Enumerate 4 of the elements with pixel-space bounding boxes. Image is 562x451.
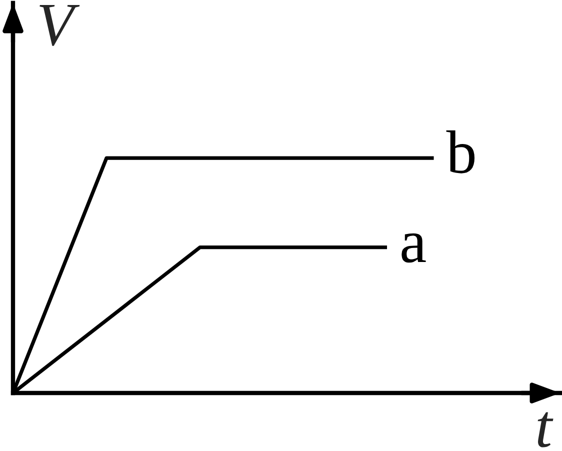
x-axis-title: t [538, 412, 554, 448]
series-label: b [446, 130, 474, 174]
series-label: a [402, 233, 426, 263]
y-axis-title: V [40, 4, 80, 46]
